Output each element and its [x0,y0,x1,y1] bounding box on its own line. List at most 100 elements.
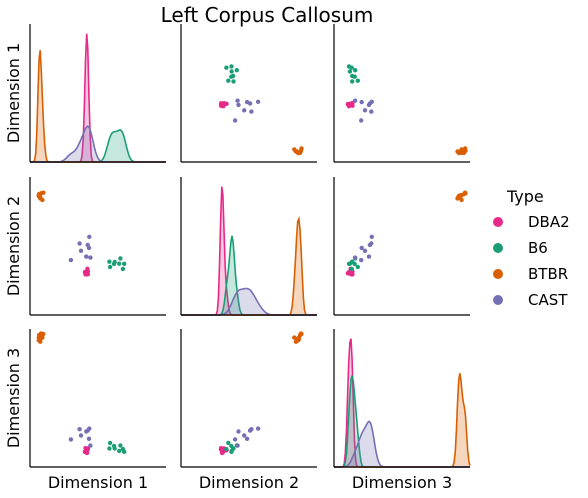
legend-marker-b6 [493,243,503,253]
density-fill-dba2 [30,33,166,163]
data-point-cast [255,99,261,105]
data-point-btbr [293,339,299,344]
data-point-b6 [107,259,112,264]
data-point-cast [88,255,93,260]
data-point-b6 [349,266,354,272]
data-point-btbr [297,150,303,155]
data-point-cast [249,109,254,114]
legend-title: Type [506,187,544,206]
data-point-cast [369,109,374,114]
legend-label-b6: B6 [528,239,548,257]
x-axis-label-dimension-3: Dimension 3 [352,473,452,492]
data-point-b6 [355,264,360,270]
panel-dimension-1-vs-dimension-3 [333,24,470,163]
data-point-cast [247,101,253,106]
density-fill-btbr [334,373,470,467]
data-point-b6 [117,261,122,266]
density-line-btbr [30,50,166,163]
data-point-cast [244,436,250,441]
data-point-b6 [350,79,355,84]
data-point-btbr [36,332,42,338]
y-axis-label-dimension-3: Dimension 3 [4,348,23,448]
data-point-btbr [299,331,304,337]
panel-dimension-2-vs-dimension-2 [180,177,317,316]
data-point-cast [236,102,241,108]
data-point-cast [78,248,84,253]
panel-dimension-1-vs-dimension-2 [180,24,317,163]
data-point-b6 [350,73,355,79]
chart-title: Left Corpus Callosum [161,3,374,27]
data-point-cast [352,98,358,103]
data-point-cast [369,99,374,105]
data-point-b6 [229,64,234,69]
data-point-btbr [292,335,297,340]
data-point-btbr [41,331,46,337]
data-point-btbr [455,196,460,201]
density-fill-cast [334,421,470,467]
data-point-btbr [41,190,46,195]
y-axis-label-dimension-1: Dimension 1 [4,43,23,143]
data-point-b6 [347,69,353,74]
data-point-b6 [117,448,122,454]
data-point-btbr [299,146,304,151]
data-point-btbr [461,150,467,155]
data-point-b6 [120,266,126,272]
data-point-b6 [112,259,117,265]
data-point-cast [85,242,90,248]
density-fill-b6 [334,375,470,467]
data-point-btbr [292,147,297,152]
density-fill-cast [181,288,317,315]
data-point-btbr [462,146,468,151]
data-point-b6 [353,68,358,73]
legend-marker-dba2 [493,217,503,227]
data-point-cast [247,428,253,433]
data-point-cast [352,255,358,260]
data-point-b6 [107,446,112,451]
data-point-b6 [231,446,236,451]
data-point-cast [359,257,364,263]
data-point-cast [84,254,89,259]
panel-dimension-3-vs-dimension-3 [333,329,471,468]
pairplot-grid [29,24,471,468]
data-point-cast [362,108,368,113]
data-point-b6 [224,446,229,452]
data-point-btbr [36,191,42,197]
data-point-cast [235,98,240,103]
data-point-cast [255,426,261,431]
data-point-b6 [229,69,234,74]
panel-dimension-1-vs-dimension-1 [29,24,166,163]
data-point-cast [242,433,247,438]
data-point-b6 [107,440,113,446]
data-point-b6 [122,261,127,266]
data-point-cast [87,426,92,431]
data-point-cast [86,436,92,441]
data-point-cast [362,248,368,253]
data-point-cast [359,118,364,123]
data-point-cast [235,443,240,448]
data-point-btbr [455,149,460,154]
data-point-b6 [231,73,236,79]
density-line-dba2 [30,33,166,163]
data-point-cast [359,99,364,105]
legend: Type DBA2 B6 BTBR CAST [493,187,570,309]
data-point-cast [87,234,92,239]
panel-dimension-3-vs-dimension-2 [180,329,317,468]
data-point-b6 [355,78,360,83]
data-point-cast [88,443,93,448]
data-point-cast [366,254,372,259]
data-point-b6 [120,446,126,452]
data-point-btbr [38,339,43,344]
data-point-btbr [462,190,468,195]
data-point-dba2 [84,272,90,277]
density-line-cast [30,125,166,163]
panel-dimension-2-vs-dimension-3 [333,177,470,316]
data-point-cast [68,257,74,263]
data-point-b6 [234,68,239,73]
legend-marker-cast [493,295,503,305]
data-point-b6 [107,264,113,270]
data-point-b6 [118,256,123,261]
data-point-b6 [349,65,354,70]
data-point-b6 [226,78,231,83]
legend-label-dba2: DBA2 [528,213,570,231]
